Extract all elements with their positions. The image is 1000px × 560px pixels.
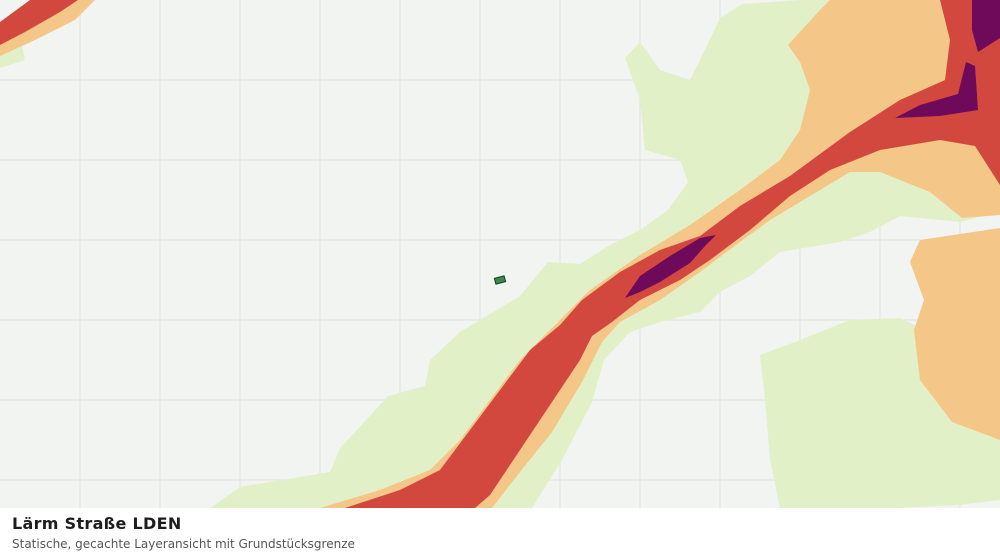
parcel-marker [493,275,507,285]
info-panel: Lärm Straße LDEN Statische, gecachte Lay… [0,508,1000,560]
noise-zone-very-high [625,0,1000,298]
layer-title: Lärm Straße LDEN [12,514,182,533]
layer-subtitle: Statische, gecachte Layeransicht mit Gru… [12,537,355,551]
noise-zone-high [0,0,1000,508]
